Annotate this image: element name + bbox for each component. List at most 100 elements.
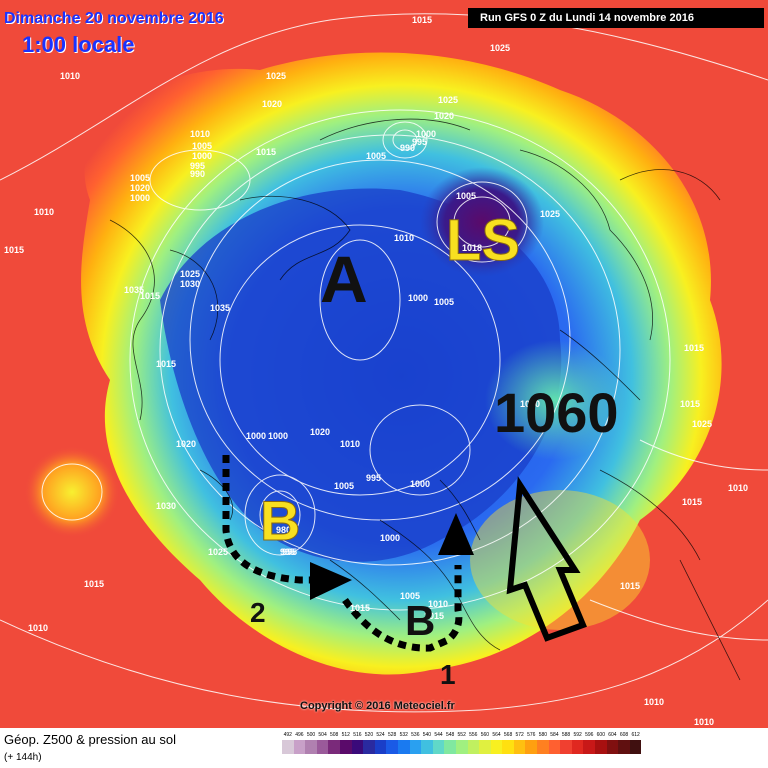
- isobar-label: 1005: [334, 481, 354, 491]
- isobar-label: 980: [276, 525, 291, 535]
- isobar-label: 1015: [84, 579, 104, 589]
- isobar-label: 1020: [262, 99, 282, 109]
- scale-value: 504: [318, 732, 327, 738]
- isobar-label: 1000: [408, 293, 428, 303]
- scale-swatch: [502, 740, 514, 754]
- scale-value: 580: [538, 732, 548, 738]
- isobar-label: 990: [400, 143, 415, 153]
- scale-swatch: [386, 740, 398, 754]
- scale-cell: 568: [502, 732, 514, 754]
- scale-value: 548: [445, 732, 455, 738]
- scale-cell: 544: [432, 732, 445, 754]
- scale-cell: 504: [316, 732, 329, 754]
- isobar-label: 1015: [684, 343, 704, 353]
- isobar-label: 1000: [192, 151, 212, 161]
- isobar-label: 1015: [412, 15, 432, 25]
- scale-swatch: [305, 740, 317, 754]
- isobar-label: 1030: [156, 501, 176, 511]
- scale-swatch: [455, 740, 468, 754]
- scale-value: 572: [515, 732, 524, 738]
- scale-value: 528: [387, 732, 397, 738]
- scale-value: 536: [411, 732, 420, 738]
- isobar-label: 1018: [462, 243, 482, 253]
- isobar-label: 1015: [256, 147, 276, 157]
- legend-title: Géop. Z500 & pression au sol: [4, 732, 176, 747]
- isobar-label: 1005: [366, 151, 386, 161]
- scale-swatch: [444, 740, 456, 754]
- forecast-date: Dimanche 20 novembre 2016: [4, 10, 224, 27]
- scale-value: 596: [585, 732, 594, 738]
- isobar-label: 1025: [266, 71, 286, 81]
- scale-value: 576: [527, 732, 536, 738]
- scale-swatch: [374, 740, 387, 754]
- scale-swatch: [351, 740, 364, 754]
- scale-cell: 612: [629, 732, 642, 754]
- scale-cell: 532: [397, 732, 410, 754]
- scale-cell: 500: [305, 732, 317, 754]
- scale-value: 520: [364, 732, 374, 738]
- scale-cell: 584: [548, 732, 561, 754]
- scale-cell: 608: [618, 732, 630, 754]
- isobar-label: 1025: [180, 269, 200, 279]
- isobar-label: 1010: [728, 483, 748, 493]
- isobar-label: 1000: [410, 479, 430, 489]
- scale-value: 612: [631, 732, 640, 738]
- isobar-label: 1025: [540, 209, 560, 219]
- warm-advection-arrow: [506, 476, 587, 642]
- scale-swatch: [548, 740, 561, 754]
- isobar-label: 1060: [520, 399, 540, 409]
- scale-cell: 516: [351, 732, 364, 754]
- isobar-label: 1015: [620, 581, 640, 591]
- isobar-label: 1000: [130, 193, 150, 203]
- color-scale: 492 496 500 504 508 512 516 520 524 528 532 536 540 5…: [282, 732, 642, 754]
- scale-value: 500: [306, 732, 316, 738]
- isobar-label: 1035: [210, 303, 230, 313]
- scale-cell: 520: [363, 732, 375, 754]
- scale-cell: 564: [490, 732, 503, 754]
- scale-swatch: [479, 740, 491, 754]
- scale-value: 512: [341, 732, 350, 738]
- legend-subtitle: (+ 144h): [4, 752, 42, 763]
- isobar-label: 1010: [28, 623, 48, 633]
- scale-cell: 600: [595, 732, 607, 754]
- scale-cell: 556: [467, 732, 480, 754]
- isobar-label: 1020: [434, 111, 454, 121]
- letter-ls: LS: [446, 208, 520, 273]
- isobar-label: 1025: [490, 43, 510, 53]
- scale-value: 508: [330, 732, 339, 738]
- subtropical-high: [24, 446, 120, 538]
- letter-b-left: B: [260, 489, 300, 552]
- trajectory-2-arrowhead: [310, 562, 352, 600]
- copyright-text: Copyright © 2016 Meteociel.fr: [300, 700, 455, 712]
- isobar-label: 990: [190, 169, 205, 179]
- isobar-label: 1005: [192, 141, 212, 151]
- scale-swatch: [571, 740, 584, 754]
- scale-swatch: [490, 740, 503, 754]
- trajectory-2: [222, 455, 320, 584]
- isobar-label: 1015: [140, 291, 160, 301]
- isobar-label: 1000: [268, 431, 288, 441]
- isobar-label: 1000: [380, 533, 400, 543]
- scale-cell: 508: [328, 732, 340, 754]
- trajectory-1-arrowhead: [438, 513, 474, 555]
- scale-cell: 512: [339, 732, 352, 754]
- isobar-label: 995: [366, 473, 381, 483]
- scale-cell: 588: [560, 732, 572, 754]
- scale-cell: 580: [537, 732, 549, 754]
- isobar-label: 1005: [130, 173, 150, 183]
- cold-trough-core: [160, 188, 562, 562]
- scale-swatch: [467, 740, 480, 754]
- scale-cell: 552: [455, 732, 468, 754]
- isobar-label: 1010: [694, 717, 714, 727]
- scale-cell: 492: [282, 732, 294, 754]
- isobar-label: 995: [282, 547, 297, 557]
- scale-value: 552: [457, 732, 466, 738]
- scale-cell: 592: [571, 732, 584, 754]
- scale-value: 592: [573, 732, 582, 738]
- forecast-time: 1:00 locale: [22, 32, 135, 57]
- isobar-label: 1000: [416, 129, 436, 139]
- scale-value: 608: [619, 732, 629, 738]
- letter-a: A: [320, 242, 368, 316]
- scale-value: 560: [480, 732, 490, 738]
